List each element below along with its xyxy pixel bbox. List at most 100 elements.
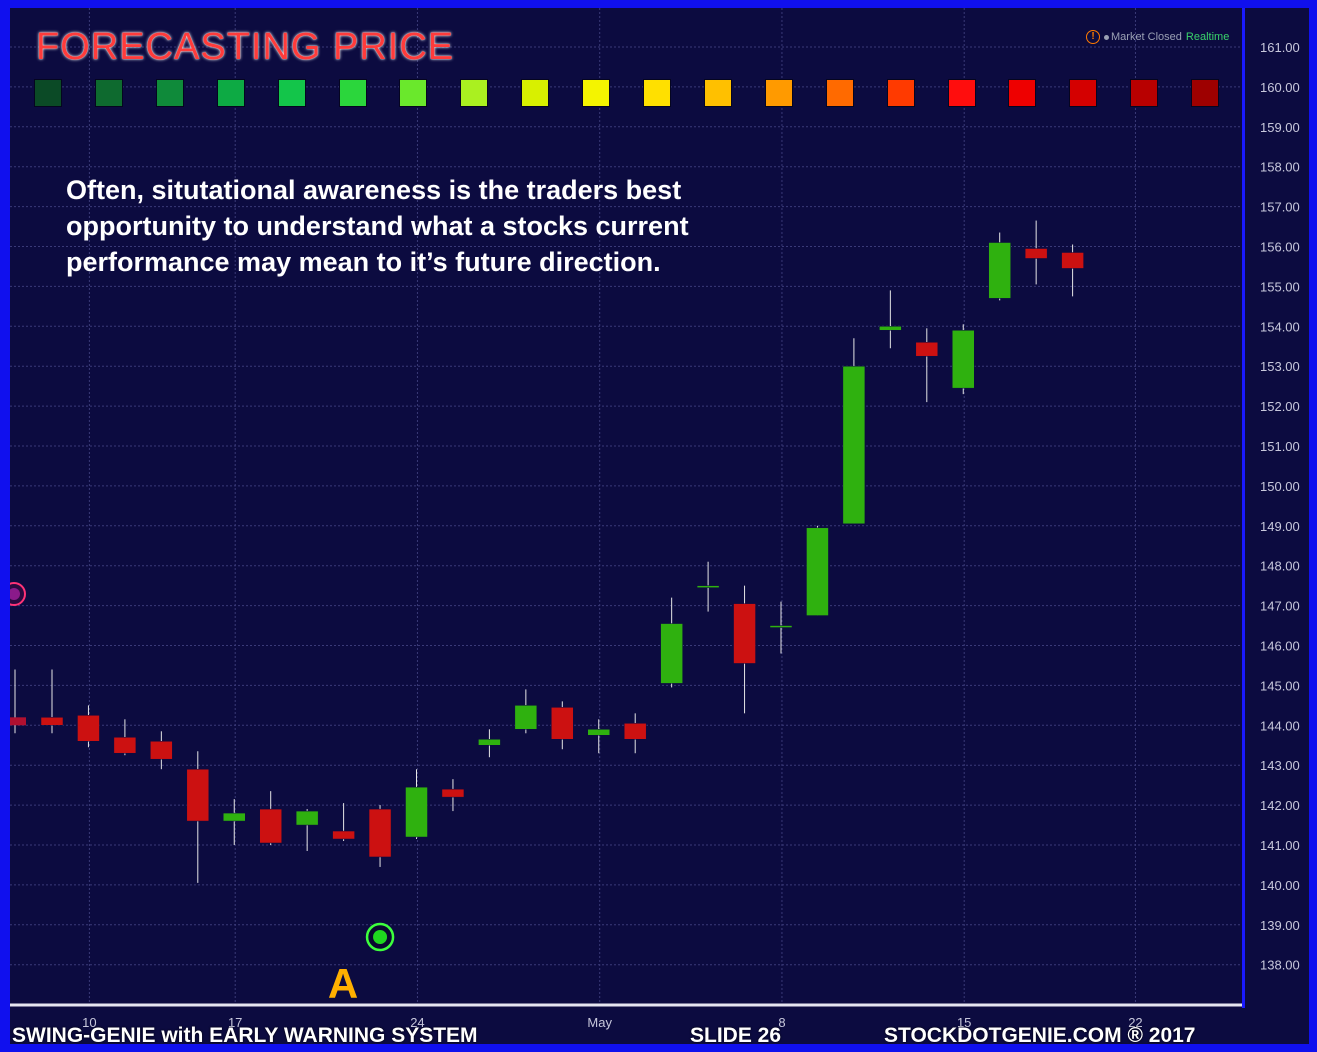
candle: [769, 601, 793, 654]
candle-body: [623, 723, 647, 740]
y-tick-label: 161.00: [1260, 40, 1300, 55]
candle-body: [551, 707, 574, 740]
signal-swatch: [947, 79, 976, 107]
candle: [587, 719, 610, 754]
candle: [988, 232, 1011, 301]
signal-swatch: [1069, 79, 1098, 107]
signal-swatch: [1130, 79, 1159, 107]
signal-swatch: [338, 79, 367, 107]
y-tick-label: 149.00: [1260, 519, 1300, 534]
x-tick-label: 10: [82, 1015, 96, 1030]
frame-right-border: [1309, 0, 1317, 1052]
y-tick-label: 145.00: [1260, 678, 1300, 693]
candle: [223, 799, 246, 845]
candle-body: [988, 242, 1011, 299]
y-tick-label: 151.00: [1260, 439, 1300, 454]
candle: [514, 689, 538, 734]
signal-swatch: [582, 79, 611, 107]
signal-swatch: [764, 79, 793, 107]
candle-body: [733, 603, 756, 664]
candle-body: [660, 623, 683, 684]
y-tick-label: 147.00: [1260, 599, 1300, 614]
y-tick-label: 142.00: [1260, 798, 1300, 813]
candle-body: [441, 788, 465, 798]
candle: [405, 769, 428, 840]
candle: [879, 290, 902, 349]
chart-grid: [10, 8, 1242, 1007]
candle-body: [806, 527, 829, 616]
candle: [150, 731, 173, 770]
signal-swatch: [216, 79, 245, 107]
candle-body: [295, 810, 319, 826]
y-tick-label: 158.00: [1260, 160, 1300, 175]
candle: [77, 705, 100, 748]
candle-body: [332, 830, 355, 840]
candle-body: [259, 808, 282, 844]
y-tick-label: 141.00: [1260, 838, 1300, 853]
y-tick-label: 144.00: [1260, 718, 1300, 733]
slide-title: FORECASTING PRICE: [36, 26, 455, 68]
candle: [441, 779, 465, 812]
signal-swatch: [886, 79, 915, 107]
status-dot-icon: [1104, 34, 1109, 40]
signal-swatch: [825, 79, 854, 107]
candle-body: [514, 705, 538, 730]
y-tick-label: 143.00: [1260, 758, 1300, 773]
candle: [623, 713, 647, 754]
candle-body: [368, 808, 392, 858]
frame-left-border: [0, 0, 10, 1052]
market-status: ! Market Closed Realtime: [1086, 30, 1242, 46]
candle: [259, 791, 282, 845]
candle-body: [587, 729, 610, 736]
signal-swatch: [1008, 79, 1037, 107]
candle: [368, 805, 392, 867]
date-axis: 10 17 24 May 8 15 22: [82, 1015, 1143, 1030]
candle: [952, 324, 975, 395]
candle-body: [952, 330, 975, 389]
candle: [733, 585, 756, 714]
candle: [660, 597, 683, 688]
x-tick-label: May: [587, 1015, 612, 1030]
signal-swatch: [703, 79, 732, 107]
y-tick-label: 150.00: [1260, 479, 1300, 494]
y-tick-label: 159.00: [1260, 120, 1300, 135]
candle-body: [186, 768, 210, 822]
signal-swatch: [155, 79, 184, 107]
candle: [40, 669, 64, 734]
candle: [551, 701, 574, 750]
frame-bottom-border: [0, 1044, 1317, 1052]
candle-body: [223, 812, 246, 822]
signal-swatch: [521, 79, 550, 107]
y-tick-label: 160.00: [1260, 80, 1300, 95]
candle-body: [915, 342, 939, 357]
candle-body: [696, 585, 720, 588]
candle: [113, 719, 137, 756]
footer-brand: SWING-GENIE with EARLY WARNING SYSTEM: [12, 1024, 478, 1047]
candle-body: [478, 739, 501, 746]
candle-body: [1061, 252, 1084, 269]
green-signal-dot-core: [373, 930, 388, 944]
candle: [295, 809, 319, 851]
signal-swatch: [277, 79, 306, 107]
signal-swatch: [1191, 79, 1220, 107]
alert-circle-icon[interactable]: !: [1086, 30, 1100, 44]
candle: [186, 751, 210, 883]
candle: [478, 729, 501, 758]
candle-body: [8, 717, 26, 726]
candle-body: [113, 737, 137, 754]
x-tick-label: 24: [410, 1015, 424, 1030]
y-tick-label: 146.00: [1260, 639, 1300, 654]
candle-body: [150, 741, 173, 760]
candle-body: [405, 786, 428, 838]
x-tick-label: 22: [1128, 1015, 1142, 1030]
x-tick-label: 15: [957, 1015, 971, 1030]
candle-body: [40, 717, 64, 726]
y-tick-label: 152.00: [1260, 399, 1300, 414]
candlestick-series: [8, 220, 1084, 883]
y-tick-label: 157.00: [1260, 200, 1300, 215]
candle: [1061, 244, 1084, 297]
x-tick-label: 17: [228, 1015, 242, 1030]
marker-label: A: [327, 960, 359, 1007]
y-tick-label: 154.00: [1260, 319, 1300, 334]
